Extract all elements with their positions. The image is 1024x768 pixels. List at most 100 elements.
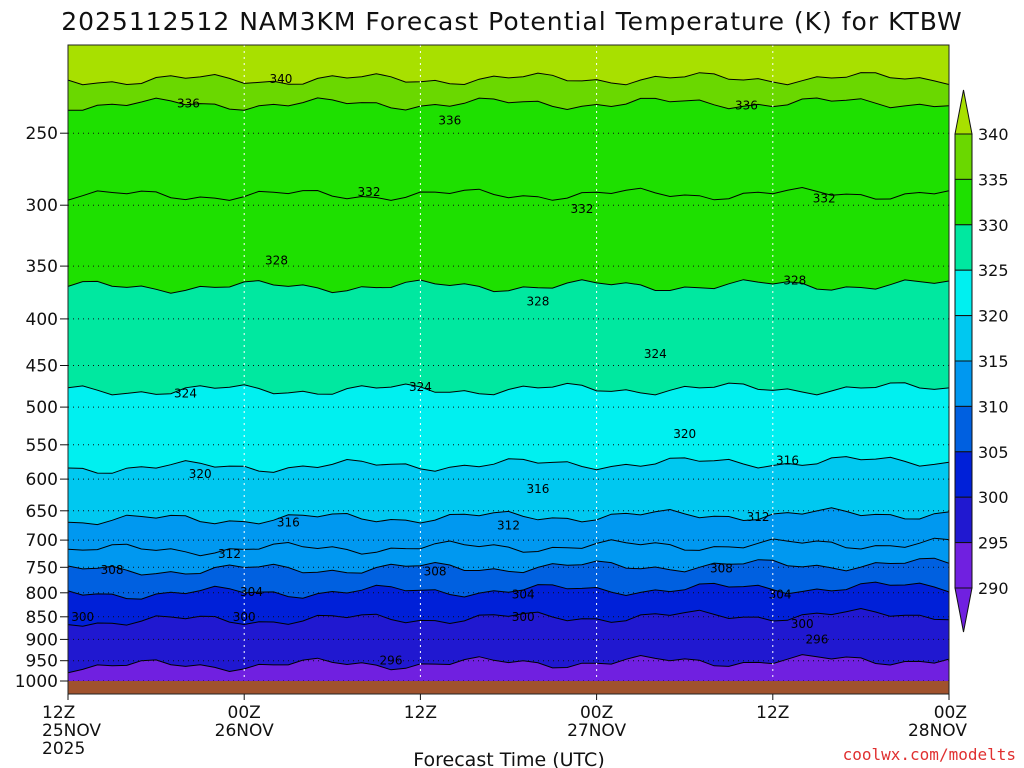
- colorbar-segment: [954, 496, 973, 544]
- contour-label: 332: [570, 202, 593, 216]
- colorbar-label: 325: [978, 261, 1009, 280]
- y-tick-label: 350: [26, 257, 58, 277]
- colorbar-label: 330: [978, 216, 1009, 235]
- credit-text: coolwx.com/modelts: [843, 745, 1016, 764]
- theta-band: [68, 279, 949, 395]
- contour-label: 328: [265, 254, 288, 268]
- x-tick-label: 12Z: [42, 703, 75, 723]
- x-tick-label: 00Z: [580, 703, 613, 723]
- x-tick-label: 00Z: [934, 703, 967, 723]
- x-tick-label: 26NOV: [215, 721, 274, 741]
- contour-label: 296: [380, 653, 403, 667]
- colorbar-segment: [954, 269, 973, 317]
- contour-label: 300: [791, 617, 814, 631]
- x-tick-label: 2025: [42, 739, 85, 759]
- colorbar-label: 290: [978, 579, 1009, 598]
- contour-label: 308: [710, 561, 733, 575]
- contour-label: 308: [424, 565, 447, 579]
- pressure-axis: 2503003504004505005506006507007508008509…: [15, 124, 68, 692]
- colorbar-segment: [954, 178, 973, 226]
- y-tick-label: 600: [26, 470, 58, 490]
- contour-label: 328: [526, 295, 549, 309]
- contour-label: 324: [409, 380, 432, 394]
- contour-line-332: [68, 186, 949, 201]
- contour-label: 320: [189, 467, 212, 481]
- y-tick-label: 250: [26, 124, 58, 144]
- colorbar-label: 320: [978, 307, 1009, 326]
- contour-label: 304: [769, 587, 792, 601]
- ground-strip: [68, 681, 949, 694]
- theta-band: [68, 538, 949, 575]
- contour-label: 304: [512, 587, 535, 601]
- theta-band: [68, 97, 949, 201]
- contour-label: 300: [233, 610, 256, 624]
- y-tick-label: 800: [26, 584, 58, 604]
- x-tick-label: 27NOV: [567, 721, 626, 741]
- y-tick-label: 400: [26, 310, 58, 330]
- theta-band: [68, 507, 949, 556]
- contour-label: 312: [747, 510, 770, 524]
- colorbar-segment: [954, 451, 973, 498]
- colorbar-segment: [954, 224, 973, 271]
- x-tick-label: 28NOV: [908, 721, 967, 741]
- y-tick-label: 1000: [15, 672, 58, 692]
- y-tick-label: 850: [26, 608, 58, 628]
- theta-band: [68, 187, 949, 294]
- contour-line-316: [68, 507, 949, 526]
- colorbar-label: 310: [978, 397, 1009, 416]
- theta-band: [68, 654, 949, 681]
- plot-frame: [67, 44, 950, 695]
- colorbar-label: 335: [978, 170, 1009, 189]
- contour-label: 340: [269, 72, 292, 86]
- contour-label: 308: [101, 563, 124, 577]
- plot-area: 340 336 336 336 332 332 332 328 328 328 324 324 324 3…: [68, 45, 949, 681]
- y-tick-label: 550: [26, 436, 58, 456]
- theta-band: [68, 72, 949, 111]
- contour-label: 300: [71, 610, 94, 624]
- y-tick-label: 900: [26, 630, 58, 650]
- contour-label: 332: [813, 192, 836, 206]
- contour-label: 316: [277, 516, 300, 530]
- contour-label: 312: [497, 519, 520, 533]
- y-tick-label: 700: [26, 531, 58, 551]
- contour-label: 316: [526, 482, 549, 496]
- contour-label: 324: [174, 386, 197, 400]
- contour-label: 324: [644, 347, 667, 361]
- colorbar-segment: [954, 133, 973, 180]
- contour-line-296: [68, 654, 949, 674]
- colorbar-segment: [954, 315, 973, 362]
- x-axis-label: Forecast Time (UTC): [413, 749, 604, 768]
- contour-line-324: [68, 382, 949, 396]
- x-tick-label: 00Z: [228, 703, 261, 723]
- contour-line-308: [68, 557, 949, 576]
- y-tick-label: 300: [26, 196, 58, 216]
- colorbar-bottom-arrow: [954, 587, 973, 633]
- contour-label: 336: [735, 98, 758, 112]
- contour-line-320: [68, 456, 949, 474]
- contour-label: 312: [218, 547, 241, 561]
- colorbar-segment: [954, 405, 973, 453]
- contour-label: 336: [438, 113, 461, 127]
- contour-label: 328: [783, 274, 806, 288]
- contour-line-328: [68, 279, 949, 294]
- contour-line-336: [68, 97, 949, 111]
- contour-label: 336: [177, 97, 200, 111]
- y-tick-label: 500: [26, 398, 58, 418]
- y-tick-label: 450: [26, 357, 58, 377]
- contour-label: 320: [673, 427, 696, 441]
- theta-band: [68, 558, 949, 600]
- colorbar-label: 315: [978, 352, 1009, 371]
- theta-band: [68, 45, 949, 85]
- contour-label: 296: [805, 632, 828, 646]
- contour-line-312: [68, 537, 949, 557]
- chart-title: 2025112512 NAM3KM Forecast Potential Tem…: [61, 7, 963, 36]
- x-tick-label: 12Z: [404, 703, 437, 723]
- x-tick-label: 25NOV: [42, 721, 101, 741]
- contour-label: 332: [358, 185, 381, 199]
- contour-line-340: [68, 72, 949, 86]
- colorbar-label: 305: [978, 443, 1009, 462]
- contour-label: 300: [512, 610, 535, 624]
- contour-label: 304: [240, 585, 263, 599]
- colorbar-top-arrow: [954, 89, 973, 135]
